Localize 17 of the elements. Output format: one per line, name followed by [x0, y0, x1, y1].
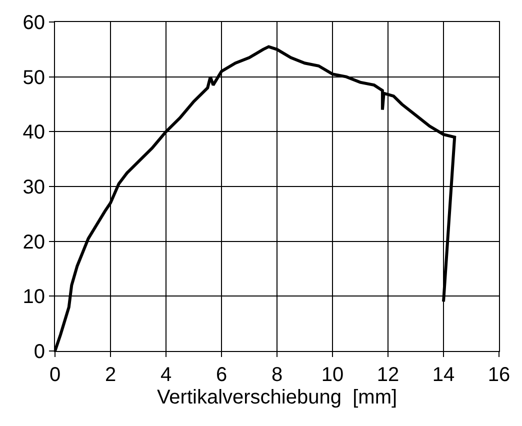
x-tick-label: 2	[104, 364, 116, 386]
x-tick-label: 12	[376, 364, 400, 386]
x-tick-label: 16	[488, 364, 510, 386]
x-tick-label: 6	[216, 364, 228, 386]
x-tick-label: 0	[49, 364, 61, 386]
x-tick-label: 8	[271, 364, 283, 386]
x-axis-title: Vertikalverschiebung [mm]	[156, 386, 398, 408]
y-tick-label: 60	[22, 12, 45, 34]
y-tick-label: 40	[22, 122, 45, 144]
x-tick-label: 14	[432, 364, 455, 386]
y-tick-label: 20	[22, 231, 45, 254]
y-tick-label: 0	[34, 341, 45, 363]
x-tick-label: 4	[160, 364, 172, 386]
x-tick-label: 10	[321, 364, 344, 386]
y-tick-label: 10	[22, 286, 45, 308]
y-tick-label: 30	[22, 176, 45, 198]
y-tick-label: 50	[22, 66, 45, 89]
